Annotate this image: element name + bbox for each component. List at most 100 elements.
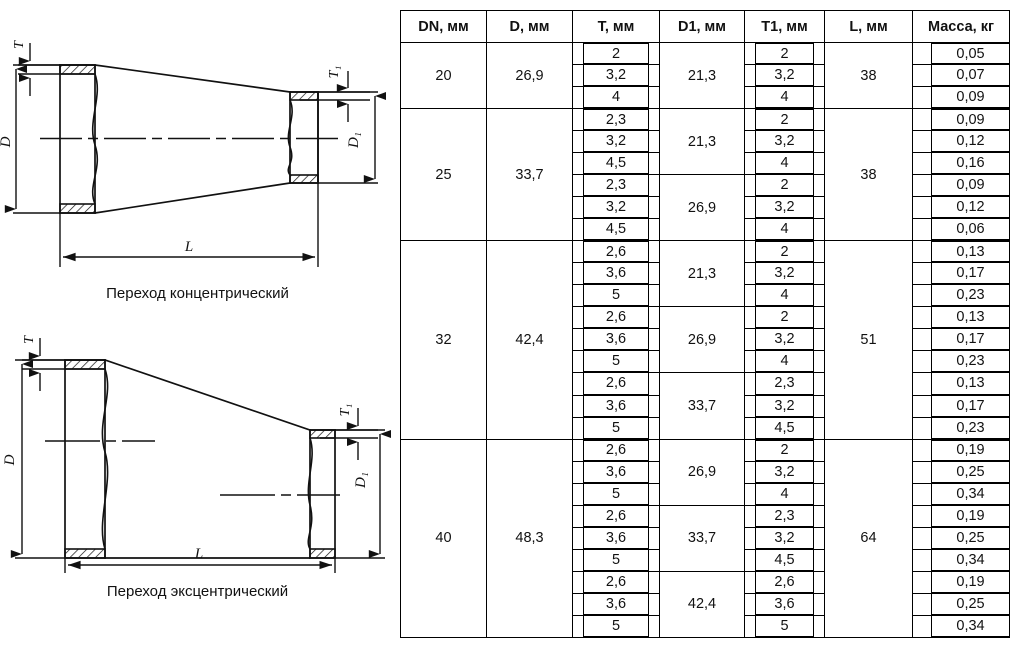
cell-t: 3,6 (572, 394, 660, 418)
cell-d1: 21,3 (659, 240, 745, 308)
table-row: 3,2 3,2 0,12 (401, 130, 1010, 154)
dimension-D1 (335, 429, 392, 559)
table-row: 25 33,7 2,3 21,3 2 38 0,09 (400, 108, 1010, 242)
dimension-T (18, 43, 95, 96)
header-d1: D1, мм (659, 10, 745, 43)
cell-t: 2,3 (572, 108, 660, 132)
cell-mass: 0,05 (912, 41, 1010, 66)
dimension-L (64, 558, 336, 573)
table-row: 3,2 3,2 0,07 (401, 64, 1010, 88)
cell-mass: 0,25 (912, 460, 1010, 484)
table-row: 4,5 4 0,06 (401, 218, 1010, 242)
cell-mass: 0,17 (912, 328, 1010, 352)
cell-t1: 4 (744, 86, 825, 110)
cell-t: 4 (572, 86, 660, 110)
cell-t1: 3,2 (744, 64, 825, 88)
break-line (91, 73, 293, 205)
label-T: T (22, 335, 37, 344)
cell-t1: 4 (744, 350, 825, 374)
cell-t1: 3,2 (744, 394, 825, 418)
label-T1: T₁ (327, 66, 342, 79)
cell-mass: 0,12 (912, 196, 1010, 220)
cell-mass: 0,25 (912, 592, 1010, 616)
header-dn: DN, мм (400, 10, 487, 43)
cell-mass: 0,13 (912, 306, 1010, 330)
cell-mass: 0,34 (912, 482, 1010, 506)
table-row: 5 4 0,34 (401, 482, 1010, 506)
table-row: 5 4,5 0,34 (401, 548, 1010, 572)
table-row: 2,3 26,9 2 0,09 (401, 174, 1010, 242)
cell-t1: 2,6 (744, 570, 825, 594)
cell-mass: 0,13 (912, 240, 1010, 264)
cell-t1: 3,2 (744, 196, 825, 220)
dimension-T (22, 338, 105, 391)
cell-t: 2,6 (572, 240, 660, 264)
cell-t1: 4 (744, 152, 825, 176)
cell-t: 3,6 (572, 328, 660, 352)
cell-mass: 0,07 (912, 64, 1010, 88)
label-D: D (2, 454, 18, 466)
cell-t: 4,5 (572, 152, 660, 176)
cell-d: 48,3 (486, 438, 573, 639)
table-row: 3,6 3,2 0,17 (401, 328, 1010, 352)
cell-dn: 32 (400, 240, 487, 440)
cell-t1: 3,2 (744, 328, 825, 352)
cell-mass: 0,09 (912, 86, 1010, 110)
cell-l: 51 (824, 240, 913, 440)
table-row: 4,5 4 0,16 (401, 152, 1010, 176)
label-T: T (12, 40, 27, 49)
label-L: L (184, 239, 193, 255)
cell-t1: 3,2 (744, 460, 825, 484)
cell-d1: 42,4 (659, 570, 745, 639)
table-header-row: DN, мм D, мм T, мм D1, мм T1, мм L, мм М… (400, 10, 1010, 43)
table-row: 3,6 3,2 0,17 (401, 262, 1010, 286)
cell-t1: 2,3 (744, 372, 825, 396)
cell-mass: 0,23 (912, 350, 1010, 374)
table-row: 3,6 3,2 0,25 (401, 526, 1010, 550)
cell-d: 26,9 (486, 41, 573, 110)
cell-t: 5 (572, 614, 660, 639)
table-row: 2,6 33,7 2,3 0,19 (401, 504, 1010, 572)
cell-d: 33,7 (486, 108, 573, 242)
table-row: 4 4 0,09 (401, 86, 1010, 110)
cell-l: 38 (824, 41, 913, 110)
table-body: 20 26,9 2 21,3 2 38 0,05 3,2 3,2 0,07 4 4 0,09 25 33,7… (400, 41, 1010, 639)
cell-mass: 0,19 (912, 504, 1010, 528)
table-row: 5 4 0,23 (401, 284, 1010, 308)
cell-mass: 0,12 (912, 130, 1010, 154)
header-mass: Масса, кг (912, 10, 1010, 43)
cell-t1: 2 (744, 174, 825, 198)
cell-t: 3,2 (572, 130, 660, 154)
cell-t: 3,6 (572, 592, 660, 616)
cell-mass: 0,06 (912, 218, 1010, 242)
cell-t1: 4 (744, 482, 825, 506)
cell-mass: 0,25 (912, 526, 1010, 550)
table-row: 5 5 0,34 (401, 614, 1010, 639)
dimension-T1 (300, 71, 370, 122)
label-T1: T₁ (338, 404, 353, 417)
label-D1: D₁ (353, 472, 369, 489)
cell-t1: 2 (744, 438, 825, 462)
cell-mass: 0,17 (912, 394, 1010, 418)
cell-mass: 0,09 (912, 108, 1010, 132)
table-row: 5 4,5 0,23 (401, 416, 1010, 440)
cell-t: 5 (572, 284, 660, 308)
dimension-L (59, 183, 319, 267)
dimension-T1 (320, 408, 378, 460)
table-row: 3,6 3,2 0,17 (401, 394, 1010, 418)
cell-t: 3,2 (572, 196, 660, 220)
header-l: L, мм (824, 10, 913, 43)
cell-t: 2,6 (572, 306, 660, 330)
cell-t1: 2 (744, 41, 825, 66)
label-L: L (194, 546, 203, 562)
cell-t: 2,3 (572, 174, 660, 198)
cell-mass: 0,34 (912, 548, 1010, 572)
label-D: D (0, 136, 14, 148)
cell-mass: 0,19 (912, 570, 1010, 594)
eccentric-reducer-drawing: D T D₁ T₁ (2, 335, 392, 573)
cell-t: 2,6 (572, 372, 660, 396)
cell-mass: 0,13 (912, 372, 1010, 396)
cell-t1: 4 (744, 284, 825, 308)
table-row: 3,6 3,6 0,25 (401, 592, 1010, 616)
figure-caption-eccentric: Переход эксцентрический (106, 583, 289, 600)
